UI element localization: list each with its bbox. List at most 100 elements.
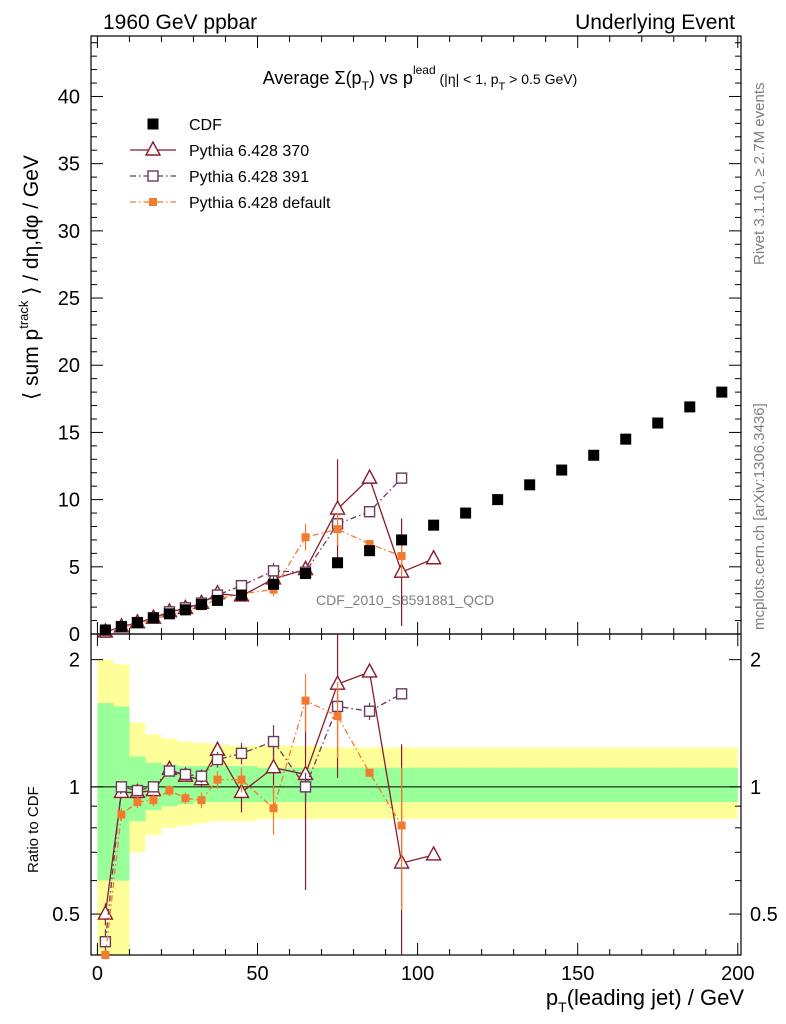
ratio-uncertainty-band	[97, 659, 738, 955]
y-tick-label: 15	[58, 422, 80, 444]
band-inner	[481, 767, 514, 803]
series-3	[101, 513, 406, 637]
cdf-point	[428, 519, 440, 531]
ratio-point	[299, 781, 312, 793]
analysis-label: CDF_2010_S8591881_QCD	[316, 592, 494, 608]
ratio-point	[267, 735, 280, 748]
ratio-point	[301, 696, 310, 705]
x-tick-label: 200	[721, 963, 754, 985]
band-inner	[97, 702, 114, 881]
data-point	[329, 499, 346, 515]
band-inner	[545, 767, 578, 803]
series-1	[97, 459, 442, 638]
data-point	[235, 579, 248, 592]
band-inner	[417, 767, 450, 803]
ratio-series-3	[101, 673, 406, 959]
cdf-point	[684, 401, 696, 413]
ratio-point	[163, 765, 176, 777]
data-point	[333, 525, 342, 534]
ratio-point	[197, 796, 206, 805]
rivet-version-label: Rivet 3.1.10, ≥ 2.7M events	[751, 83, 768, 266]
ratio-point	[179, 768, 192, 781]
chart-title: Average Σ(pT) vs plead (|η| < 1, pT > 0.…	[263, 63, 578, 93]
band-inner	[641, 767, 674, 803]
legend-marker	[149, 198, 157, 206]
series-2	[99, 472, 408, 638]
ratio-point	[99, 936, 112, 948]
ratio-y-axis-label: Ratio to CDF	[25, 786, 42, 873]
band-inner	[449, 767, 482, 803]
ratio-point	[147, 781, 160, 793]
legend: CDF Pythia 6.428 370 Pythia 6.428 391 Pythi…	[130, 117, 331, 212]
legend-label: Pythia 6.428 default	[189, 195, 331, 212]
ylabel-part2: ⟩ / dη,dφ / GeV	[20, 155, 43, 301]
ratio-point	[181, 794, 190, 803]
cdf-point	[620, 433, 632, 445]
legend-label: Pythia 6.428 370	[189, 143, 309, 160]
band-inner	[609, 767, 642, 803]
ratio-y-tick-label: 2	[69, 650, 80, 672]
y-tick-label: 35	[58, 154, 80, 176]
main-series-layer	[97, 386, 728, 638]
y-tick-label: 5	[69, 557, 80, 579]
y-tick-label: 10	[58, 490, 80, 512]
ratio-point	[361, 662, 378, 678]
cdf-point	[332, 557, 344, 569]
ratio-point	[131, 784, 144, 797]
header-right: Underlying Event	[575, 11, 735, 34]
ratio-y-tick-label: 0.5	[52, 904, 80, 926]
xlabel-sub: T	[558, 999, 567, 1015]
cdf-point	[163, 608, 175, 620]
ratio-point	[115, 781, 128, 793]
xlabel-rest: (leading jet) / GeV	[567, 985, 745, 1010]
x-tick-label: 150	[561, 963, 594, 985]
y-tick-label: 20	[58, 355, 80, 377]
cdf-point	[235, 589, 247, 601]
ratio-axes: 0 50 100 150 200 0.5 0.5 1 1 2 2	[52, 633, 778, 985]
data-point	[397, 552, 406, 561]
band-inner	[209, 766, 230, 803]
ratio-point	[101, 951, 110, 959]
title-sub-t1: T	[362, 79, 370, 93]
ratio-y-tick-label-right: 0.5	[750, 904, 778, 926]
mcplots-label: mcplots.cern.ch [arXiv:1306.3436]	[751, 403, 768, 630]
band-inner	[705, 767, 738, 803]
band-inner	[673, 767, 706, 803]
data-point	[395, 472, 408, 484]
data-point	[301, 533, 310, 542]
ratio-point	[269, 804, 278, 813]
cdf-point	[364, 545, 376, 557]
cdf-point	[396, 534, 408, 546]
ratio-point	[365, 768, 374, 777]
main-y-axis-label: ⟨ sum ptrack ⟩ / dη,dφ / GeV	[16, 155, 43, 400]
series-cdf	[99, 386, 728, 636]
cdf-point	[268, 578, 280, 590]
main-axes: 0 5 10 15 20 25 30 35 40	[58, 35, 742, 646]
cdf-point	[195, 598, 207, 610]
ratio-point	[211, 753, 224, 766]
cdf-point	[300, 568, 312, 580]
legend-marker	[147, 170, 159, 182]
cdf-point	[99, 624, 111, 636]
ratio-point	[133, 798, 142, 807]
ratio-y-tick-label-right: 1	[750, 777, 761, 799]
y-tick-label: 30	[58, 221, 80, 243]
title-prefix: Average	[263, 68, 335, 88]
ratio-series-layer	[97, 634, 442, 959]
ylabel-part1: ⟨ sum p	[20, 329, 43, 400]
cdf-point	[460, 507, 472, 519]
cdf-point	[211, 594, 223, 606]
x-tick-label: 100	[401, 963, 434, 985]
ylabel-sup: track	[16, 300, 31, 329]
cdf-point	[492, 494, 504, 506]
data-point	[361, 468, 378, 484]
cdf-point	[115, 621, 127, 633]
ratio-point	[333, 712, 342, 721]
ratio-point	[237, 775, 246, 784]
legend-label: CDF	[189, 117, 222, 134]
ratio-point	[395, 688, 408, 700]
y-tick-label: 40	[58, 86, 80, 108]
band-inner	[513, 767, 546, 803]
cdf-point	[588, 449, 600, 461]
